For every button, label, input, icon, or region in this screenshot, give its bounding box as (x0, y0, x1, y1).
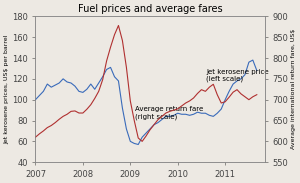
Title: Fuel prices and average fares: Fuel prices and average fares (78, 4, 222, 14)
Y-axis label: Average international return fare, US$: Average international return fare, US$ (291, 29, 296, 149)
Y-axis label: Jet kerosene prices, US$ per barrel: Jet kerosene prices, US$ per barrel (4, 35, 9, 144)
Text: Jet kerosene price
(left scale): Jet kerosene price (left scale) (206, 69, 269, 82)
Text: Average return fare
(right scale): Average return fare (right scale) (135, 107, 203, 120)
